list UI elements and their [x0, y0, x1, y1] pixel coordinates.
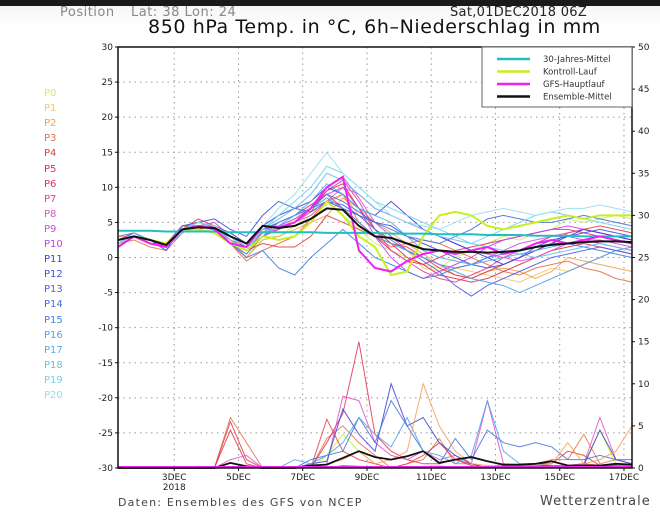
member-label-p2: P2: [44, 118, 57, 130]
legend-label: Ensemble-Mittel: [543, 93, 612, 103]
y-tick-label-left: 10: [102, 183, 114, 193]
x-tick-label: 11DEC: [416, 473, 446, 483]
precipitation-lines: [118, 341, 633, 469]
position-label: Position: [60, 5, 115, 20]
member-label-p11: P11: [44, 254, 63, 266]
y-tick-label-left: -10: [98, 324, 113, 334]
y-tick-label-left: 20: [102, 113, 114, 123]
y-tick-label-right: 10: [638, 380, 650, 390]
member-label-p8: P8: [44, 208, 57, 220]
x-tick-label: 7DEC: [290, 473, 315, 483]
y-tick-label-right: 0: [638, 464, 644, 474]
x-tick-label: 15DEC: [545, 473, 575, 483]
temp-line-30-jahres-mittel: [118, 229, 632, 238]
member-label-p10: P10: [44, 239, 63, 250]
y-tick-label-right: 20: [638, 296, 650, 306]
y-tick-label-right: 15: [638, 338, 649, 348]
y-tick-label-left: 0: [107, 254, 113, 264]
member-label-p0: P0: [44, 88, 57, 99]
x-tick-label: 3DEC: [162, 473, 187, 483]
y-tick-label-left: 25: [102, 78, 113, 88]
grid: [118, 47, 632, 468]
member-label-p14: P14: [44, 299, 63, 311]
member-label-p17: P17: [44, 344, 63, 356]
temperature-lines: [117, 151, 633, 297]
x-tick-label: 17DEC: [609, 473, 639, 483]
y-tick-label-right: 50: [638, 43, 650, 53]
temp-line-p20: [117, 151, 633, 252]
y-tick-label-left: 15: [102, 148, 113, 158]
brand-label: Wetterzentrale: [540, 494, 651, 509]
member-label-p7: P7: [44, 193, 57, 205]
legend-label: Kontroll-Lauf: [543, 68, 598, 78]
y-tick-label-left: -5: [104, 289, 113, 299]
member-label-p13: P13: [44, 284, 63, 296]
member-label-p16: P16: [44, 329, 63, 341]
y-tick-label-left: 5: [107, 218, 113, 228]
member-label-p3: P3: [44, 133, 57, 145]
legend-label: 30-Jahres-Mittel: [543, 55, 610, 65]
y-axis-left: 30 25 20 15 10 5 0 -5 -10 -15 -20 -25 -30: [98, 43, 118, 474]
x-tick-label: 13DEC: [480, 473, 510, 483]
member-label-p9: P9: [44, 223, 57, 235]
y-tick-label-left: -20: [98, 394, 113, 404]
member-label-p4: P4: [44, 148, 57, 160]
latlon-label: Lat: 38 Lon: 24: [131, 5, 237, 20]
y-tick-label-right: 30: [638, 211, 650, 221]
member-label-p6: P6: [44, 178, 57, 190]
member-label-p15: P15: [44, 314, 63, 326]
legend-label: GFS-Hauptlauf: [543, 80, 605, 90]
y-tick-label-left: -15: [98, 359, 113, 369]
member-label-p18: P18: [44, 359, 63, 371]
y-tick-label-left: -30: [98, 464, 113, 474]
member-label-p19: P19: [44, 374, 63, 386]
y-tick-label-right: 45: [638, 85, 649, 95]
member-label-p1: P1: [44, 103, 57, 115]
chart-legend: 30-Jahres-Mittel Kontroll-Lauf GFS-Hauptla…: [481, 46, 633, 108]
y-tick-label-right: 40: [638, 127, 650, 137]
data-source: Daten: Ensembles des GFS von NCEP: [118, 496, 363, 509]
top-window-bar: [0, 0, 660, 6]
x-tick-label: 5DEC: [226, 473, 251, 483]
y-tick-label-right: 25: [638, 254, 649, 264]
y-tick-label-right: 5: [638, 422, 644, 432]
x-tick-sublabel: 2018: [163, 483, 186, 493]
chart-title: 850 hPa Temp. in °C, 6h–Niederschlag in …: [148, 16, 601, 38]
temp-line-ensemble-mittel: [117, 207, 633, 254]
temp-line-p2: [118, 197, 633, 280]
run-datetime: Sat,01DEC2018 06Z: [450, 5, 588, 20]
member-label-p5: P5: [44, 163, 57, 175]
y-tick-label-right: 35: [638, 169, 649, 179]
x-tick-label: 9DEC: [355, 473, 380, 483]
y-tick-label-left: -25: [98, 429, 113, 439]
member-label-p12: P12: [44, 269, 63, 281]
y-tick-label-left: 30: [102, 43, 114, 53]
member-label-p20: P20: [44, 390, 63, 401]
